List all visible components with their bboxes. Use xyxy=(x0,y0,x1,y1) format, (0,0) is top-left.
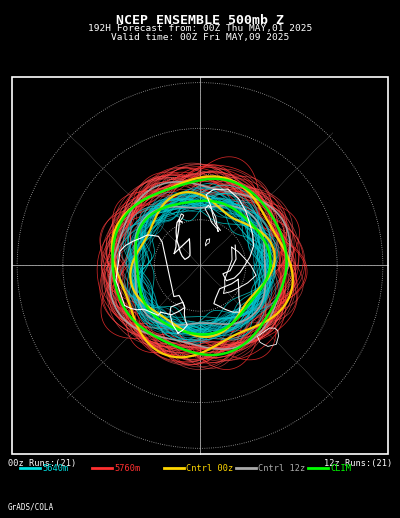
Text: Valid time: 00Z Fri MAY,09 2025: Valid time: 00Z Fri MAY,09 2025 xyxy=(111,33,289,42)
Text: Cntrl 00z: Cntrl 00z xyxy=(186,464,233,473)
Text: 5640m: 5640m xyxy=(42,464,68,473)
Text: GrADS/COLA: GrADS/COLA xyxy=(8,503,54,512)
Text: CLIM: CLIM xyxy=(330,464,351,473)
Text: 5760m: 5760m xyxy=(114,464,140,473)
Text: NCEP ENSEMBLE 500mb Z: NCEP ENSEMBLE 500mb Z xyxy=(116,14,284,27)
Text: 192H Forecast from: 00Z Thu MAY,01 2025: 192H Forecast from: 00Z Thu MAY,01 2025 xyxy=(88,24,312,33)
Text: Cntrl 12z: Cntrl 12z xyxy=(258,464,305,473)
Text: 00z Runs:(21): 00z Runs:(21) xyxy=(8,459,76,468)
Text: 12z Runs:(21): 12z Runs:(21) xyxy=(324,459,392,468)
